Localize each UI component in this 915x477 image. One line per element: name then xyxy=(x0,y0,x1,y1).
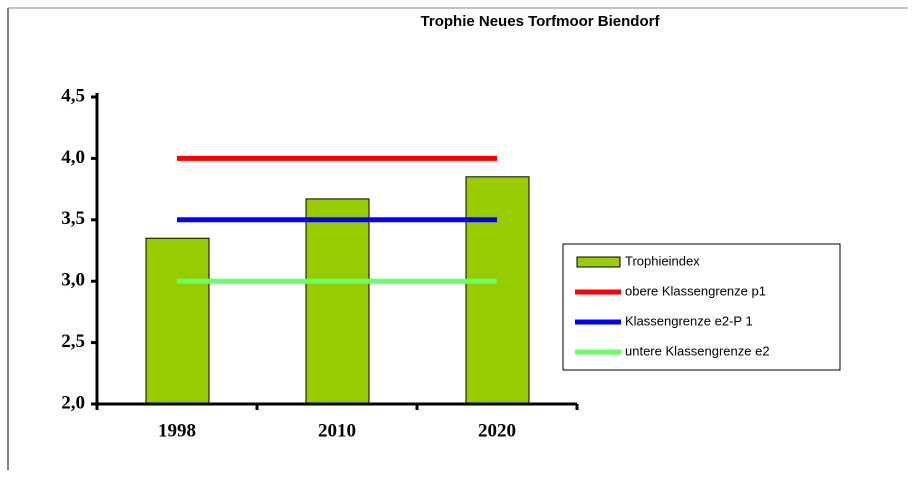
y-tick-label: 3,5 xyxy=(61,208,85,229)
x-tick-label: 1998 xyxy=(158,420,196,441)
bar xyxy=(465,176,530,405)
bar xyxy=(145,237,210,405)
chart-title: Trophie Neues Torfmoor Biendorf xyxy=(421,13,661,30)
legend-swatch xyxy=(576,256,621,268)
y-tick-label: 2,0 xyxy=(61,392,85,413)
y-tick-label: 4,5 xyxy=(61,85,85,106)
x-tick-label: 2010 xyxy=(318,420,356,441)
legend-label: obere Klassengrenze p1 xyxy=(625,283,766,298)
x-tick-label: 2020 xyxy=(478,420,516,441)
legend-label: Klassengrenze e2-P 1 xyxy=(625,313,753,328)
bar xyxy=(305,198,370,405)
y-tick-label: 2,5 xyxy=(61,331,85,352)
y-tick-label: 3,0 xyxy=(61,270,85,291)
legend-label: Trophieindex xyxy=(625,253,700,268)
y-tick-label: 4,0 xyxy=(61,147,85,168)
legend-label: untere Klassengrenze e2 xyxy=(625,343,770,358)
